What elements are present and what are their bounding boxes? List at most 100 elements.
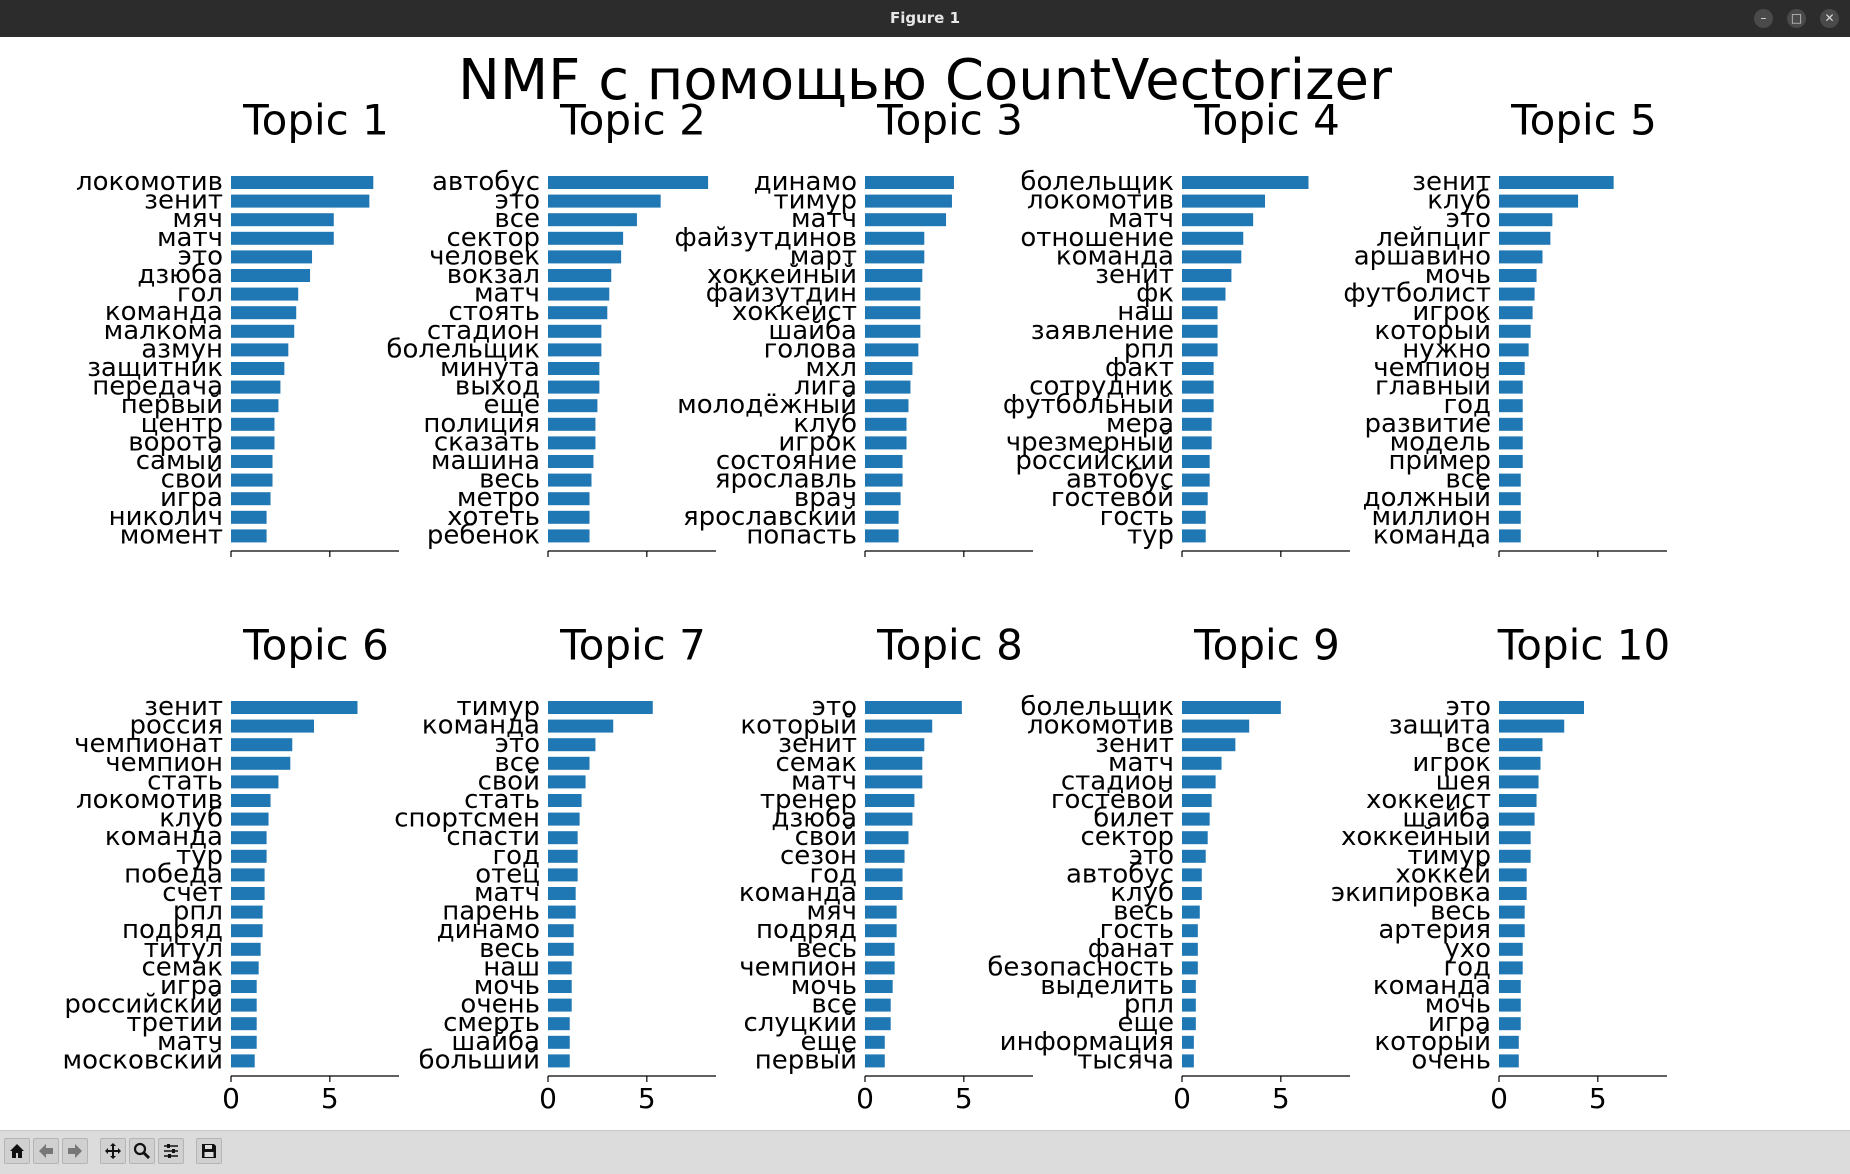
close-button[interactable]: ✕ (1820, 9, 1839, 28)
bar (1499, 719, 1565, 733)
word-label: стадион (1061, 766, 1174, 796)
minimize-button[interactable]: – (1754, 9, 1773, 28)
bar (865, 287, 921, 301)
word-label: человек (429, 241, 540, 271)
word-label: защита (1389, 711, 1491, 741)
word-label: московский (62, 1045, 223, 1075)
bar (548, 306, 608, 320)
bar (1499, 176, 1614, 189)
word-label: хоккеист (1366, 785, 1491, 815)
bar (1182, 756, 1222, 770)
bar (231, 194, 370, 208)
bar (231, 942, 261, 956)
x-tick-label: 5 (1589, 1082, 1607, 1115)
bar (865, 924, 897, 938)
bar (1499, 701, 1584, 714)
word-label: дзюба (137, 260, 223, 290)
word-label: мяч (806, 897, 857, 927)
bar (1182, 492, 1208, 506)
bar (231, 213, 334, 227)
word-label: факт (1105, 353, 1174, 383)
bar (1182, 1017, 1196, 1031)
x-tick-label: 0 (1173, 1082, 1191, 1115)
bar (231, 812, 269, 826)
word-label: спасти (446, 822, 540, 852)
word-label: тур (1127, 520, 1174, 550)
bar (1499, 961, 1523, 975)
bar (231, 362, 285, 375)
bar (1182, 1054, 1194, 1068)
word-label: клуб (1427, 186, 1491, 216)
bar (1499, 213, 1553, 227)
bar (865, 905, 897, 919)
word-label: футболист (1343, 279, 1491, 309)
word-label: тимур (1407, 841, 1491, 871)
bar (865, 380, 911, 394)
zoom-button[interactable] (129, 1138, 155, 1164)
figure-title: NMF с помощью CountVectorizer (458, 48, 1393, 113)
bar (865, 510, 899, 524)
bar (1182, 701, 1281, 714)
word-label: мяч (172, 204, 223, 234)
bar (865, 250, 925, 264)
pan-button[interactable] (100, 1138, 126, 1164)
word-label: титул (144, 934, 223, 964)
bar (1499, 868, 1527, 882)
bar (1499, 1017, 1521, 1031)
bar (1182, 868, 1202, 882)
word-label: тимур (773, 186, 857, 216)
bar (231, 1035, 257, 1049)
bar (231, 510, 267, 524)
bar (548, 343, 602, 357)
bar (865, 269, 923, 282)
word-label: футбольный (1003, 390, 1174, 420)
bar (865, 794, 915, 807)
word-label: семак (775, 748, 857, 778)
maximize-button[interactable]: □ (1787, 9, 1806, 28)
word-label: наш (1117, 297, 1174, 327)
forward-button[interactable] (62, 1138, 88, 1164)
word-label: тренер (760, 785, 857, 815)
bar (1499, 775, 1539, 789)
word-label: выход (455, 372, 540, 402)
home-button[interactable] (4, 1138, 30, 1164)
bar (1182, 812, 1210, 826)
word-label: азмун (141, 334, 223, 364)
word-label: рпл (1124, 990, 1174, 1020)
bar (1499, 942, 1523, 956)
bar (231, 701, 358, 714)
bar (548, 1035, 570, 1049)
bar (548, 924, 574, 938)
bar (865, 455, 903, 468)
word-label: стадион (427, 316, 540, 346)
bar (1499, 492, 1521, 506)
word-label: тысяча (1077, 1045, 1174, 1075)
save-button[interactable] (196, 1138, 222, 1164)
word-label: попасть (746, 520, 857, 550)
bar (231, 849, 267, 863)
word-label: матч (157, 223, 223, 253)
word-label: это (495, 729, 540, 759)
word-label: год (809, 859, 857, 889)
configure-subplots-button[interactable] (158, 1138, 184, 1164)
navigation-toolbar (0, 1130, 1850, 1174)
bar (1499, 905, 1525, 919)
word-label: еще (1118, 1008, 1174, 1038)
word-label: хоккейный (707, 260, 857, 290)
word-label: больший (419, 1045, 540, 1075)
word-label: локомотив (1027, 711, 1174, 741)
subplot-title: Topic 5 (1510, 96, 1657, 145)
word-label: который (740, 711, 857, 741)
arrow-right-icon (68, 1144, 82, 1158)
word-label: файзутдинов (674, 223, 857, 253)
bar (865, 775, 923, 789)
bar (548, 529, 590, 543)
bar (231, 343, 289, 357)
bar (548, 510, 590, 524)
bar (548, 250, 622, 264)
back-button[interactable] (33, 1138, 59, 1164)
bar (865, 436, 907, 450)
word-label: гол (177, 279, 223, 309)
word-label: должный (1363, 483, 1491, 513)
bar (865, 868, 903, 882)
